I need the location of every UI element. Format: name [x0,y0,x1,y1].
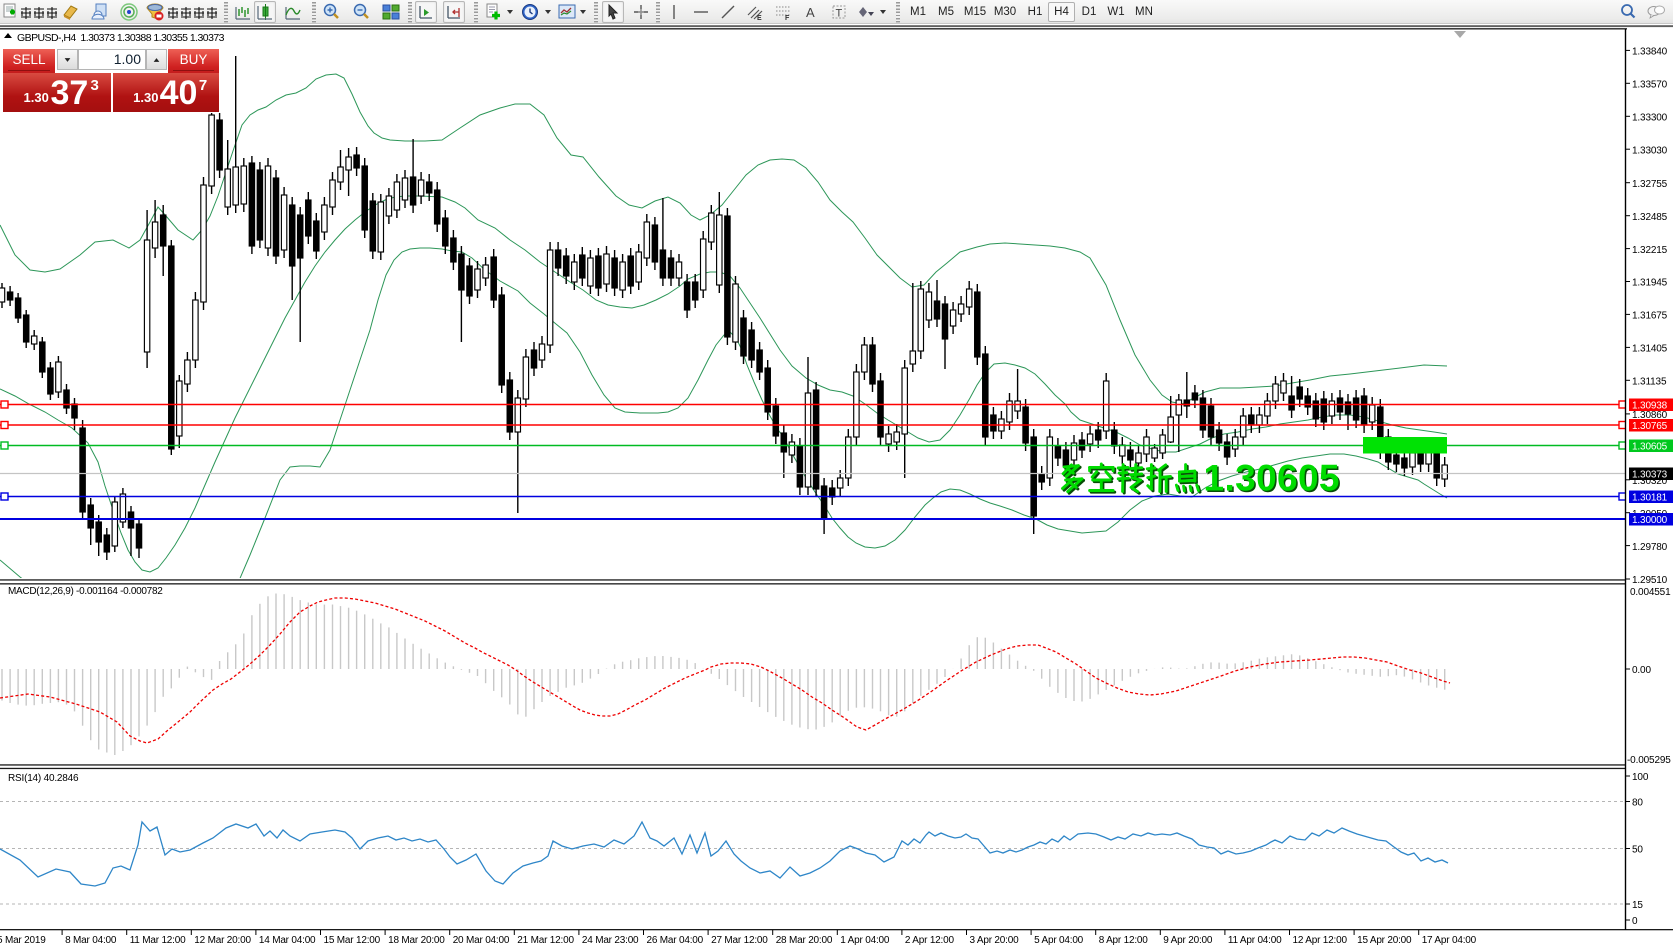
svg-text:T: T [836,8,843,20]
svg-text:MACD(12,26,9) -0.001164 -0.000: MACD(12,26,9) -0.001164 -0.000782 [8,586,163,597]
svg-text:1.30938: 1.30938 [1632,401,1668,412]
svg-text:1.30000: 1.30000 [1632,515,1668,526]
svg-text:24 Mar 23:00: 24 Mar 23:00 [582,935,639,946]
svg-text:0.004551: 0.004551 [1630,587,1671,598]
svg-text:15: 15 [1632,900,1643,911]
svg-text:1.30373: 1.30373 [1632,470,1668,481]
svg-text:1.30605: 1.30605 [1632,442,1668,453]
svg-text:1.32485: 1.32485 [1632,212,1668,223]
svg-text:1.33570: 1.33570 [1632,80,1668,91]
svg-text:50: 50 [1632,845,1643,856]
svg-text:21 Mar 12:00: 21 Mar 12:00 [517,935,574,946]
svg-text:A: A [806,5,815,20]
svg-text:1.33840: 1.33840 [1632,47,1668,58]
svg-text:15 Apr 20:00: 15 Apr 20:00 [1357,935,1412,946]
svg-text:15 Mar 12:00: 15 Mar 12:00 [324,935,381,946]
svg-text:27 Mar 12:00: 27 Mar 12:00 [711,935,768,946]
svg-text:11 Mar 12:00: 11 Mar 12:00 [130,935,186,946]
svg-text:1 Apr 04:00: 1 Apr 04:00 [840,935,890,946]
svg-text:1.33030: 1.33030 [1632,145,1668,156]
svg-text:1.31675: 1.31675 [1632,311,1668,322]
svg-text:GBPUSD-,H4 1.30373 1.30388 1.: GBPUSD-,H4 1.30373 1.30388 1.30355 1.303… [17,32,225,44]
svg-text:12 Mar 20:00: 12 Mar 20:00 [194,935,251,946]
svg-text:1.32755: 1.32755 [1632,179,1668,190]
svg-text:11 Apr 04:00: 11 Apr 04:00 [1228,935,1282,946]
svg-text:5 Apr 04:00: 5 Apr 04:00 [1034,935,1084,946]
svg-text:28 Mar 20:00: 28 Mar 20:00 [776,935,833,946]
svg-text:14 Mar 04:00: 14 Mar 04:00 [259,935,316,946]
svg-text:1.30605: 1.30605 [1204,458,1340,499]
svg-text:0: 0 [1632,916,1638,927]
svg-text:100: 100 [1632,772,1649,783]
svg-text:1.31945: 1.31945 [1632,278,1668,289]
svg-text:80: 80 [1632,798,1643,809]
svg-text:18 Mar 20:00: 18 Mar 20:00 [388,935,445,946]
svg-text:F: F [785,15,790,21]
svg-text:1.31405: 1.31405 [1632,344,1668,355]
svg-text:26 Mar 04:00: 26 Mar 04:00 [647,935,704,946]
svg-text:9 Apr 20:00: 9 Apr 20:00 [1163,935,1213,946]
svg-text:1.31135: 1.31135 [1632,377,1667,388]
svg-text:-0.005295: -0.005295 [1627,755,1671,766]
svg-text:1.30320: 1.30320 [1632,476,1668,487]
svg-text:RSI(14) 40.2846: RSI(14) 40.2846 [8,773,79,784]
svg-text:1.30860: 1.30860 [1632,410,1668,421]
svg-text:1.30765: 1.30765 [1632,421,1668,432]
svg-text:1.32215: 1.32215 [1632,245,1668,256]
svg-text:1.30605: 1.30605 [1205,459,1341,500]
svg-text:17 Apr 04:00: 17 Apr 04:00 [1422,935,1477,946]
svg-text:1.30181: 1.30181 [1632,493,1668,504]
svg-text:1.29510: 1.29510 [1632,575,1668,586]
svg-text:20 Mar 04:00: 20 Mar 04:00 [453,935,510,946]
svg-text:5 Mar 2019: 5 Mar 2019 [0,935,46,946]
svg-text:1.29780: 1.29780 [1632,542,1668,553]
svg-text:8 Apr 12:00: 8 Apr 12:00 [1099,935,1149,946]
svg-text:1.33300: 1.33300 [1632,113,1668,124]
svg-text:E: E [757,15,762,21]
svg-text:2 Apr 12:00: 2 Apr 12:00 [905,935,955,946]
svg-text:8 Mar 04:00: 8 Mar 04:00 [65,935,117,946]
svg-text:12 Apr 12:00: 12 Apr 12:00 [1293,935,1348,946]
svg-text:0.00: 0.00 [1632,665,1651,676]
svg-text:3 Apr 20:00: 3 Apr 20:00 [970,935,1020,946]
